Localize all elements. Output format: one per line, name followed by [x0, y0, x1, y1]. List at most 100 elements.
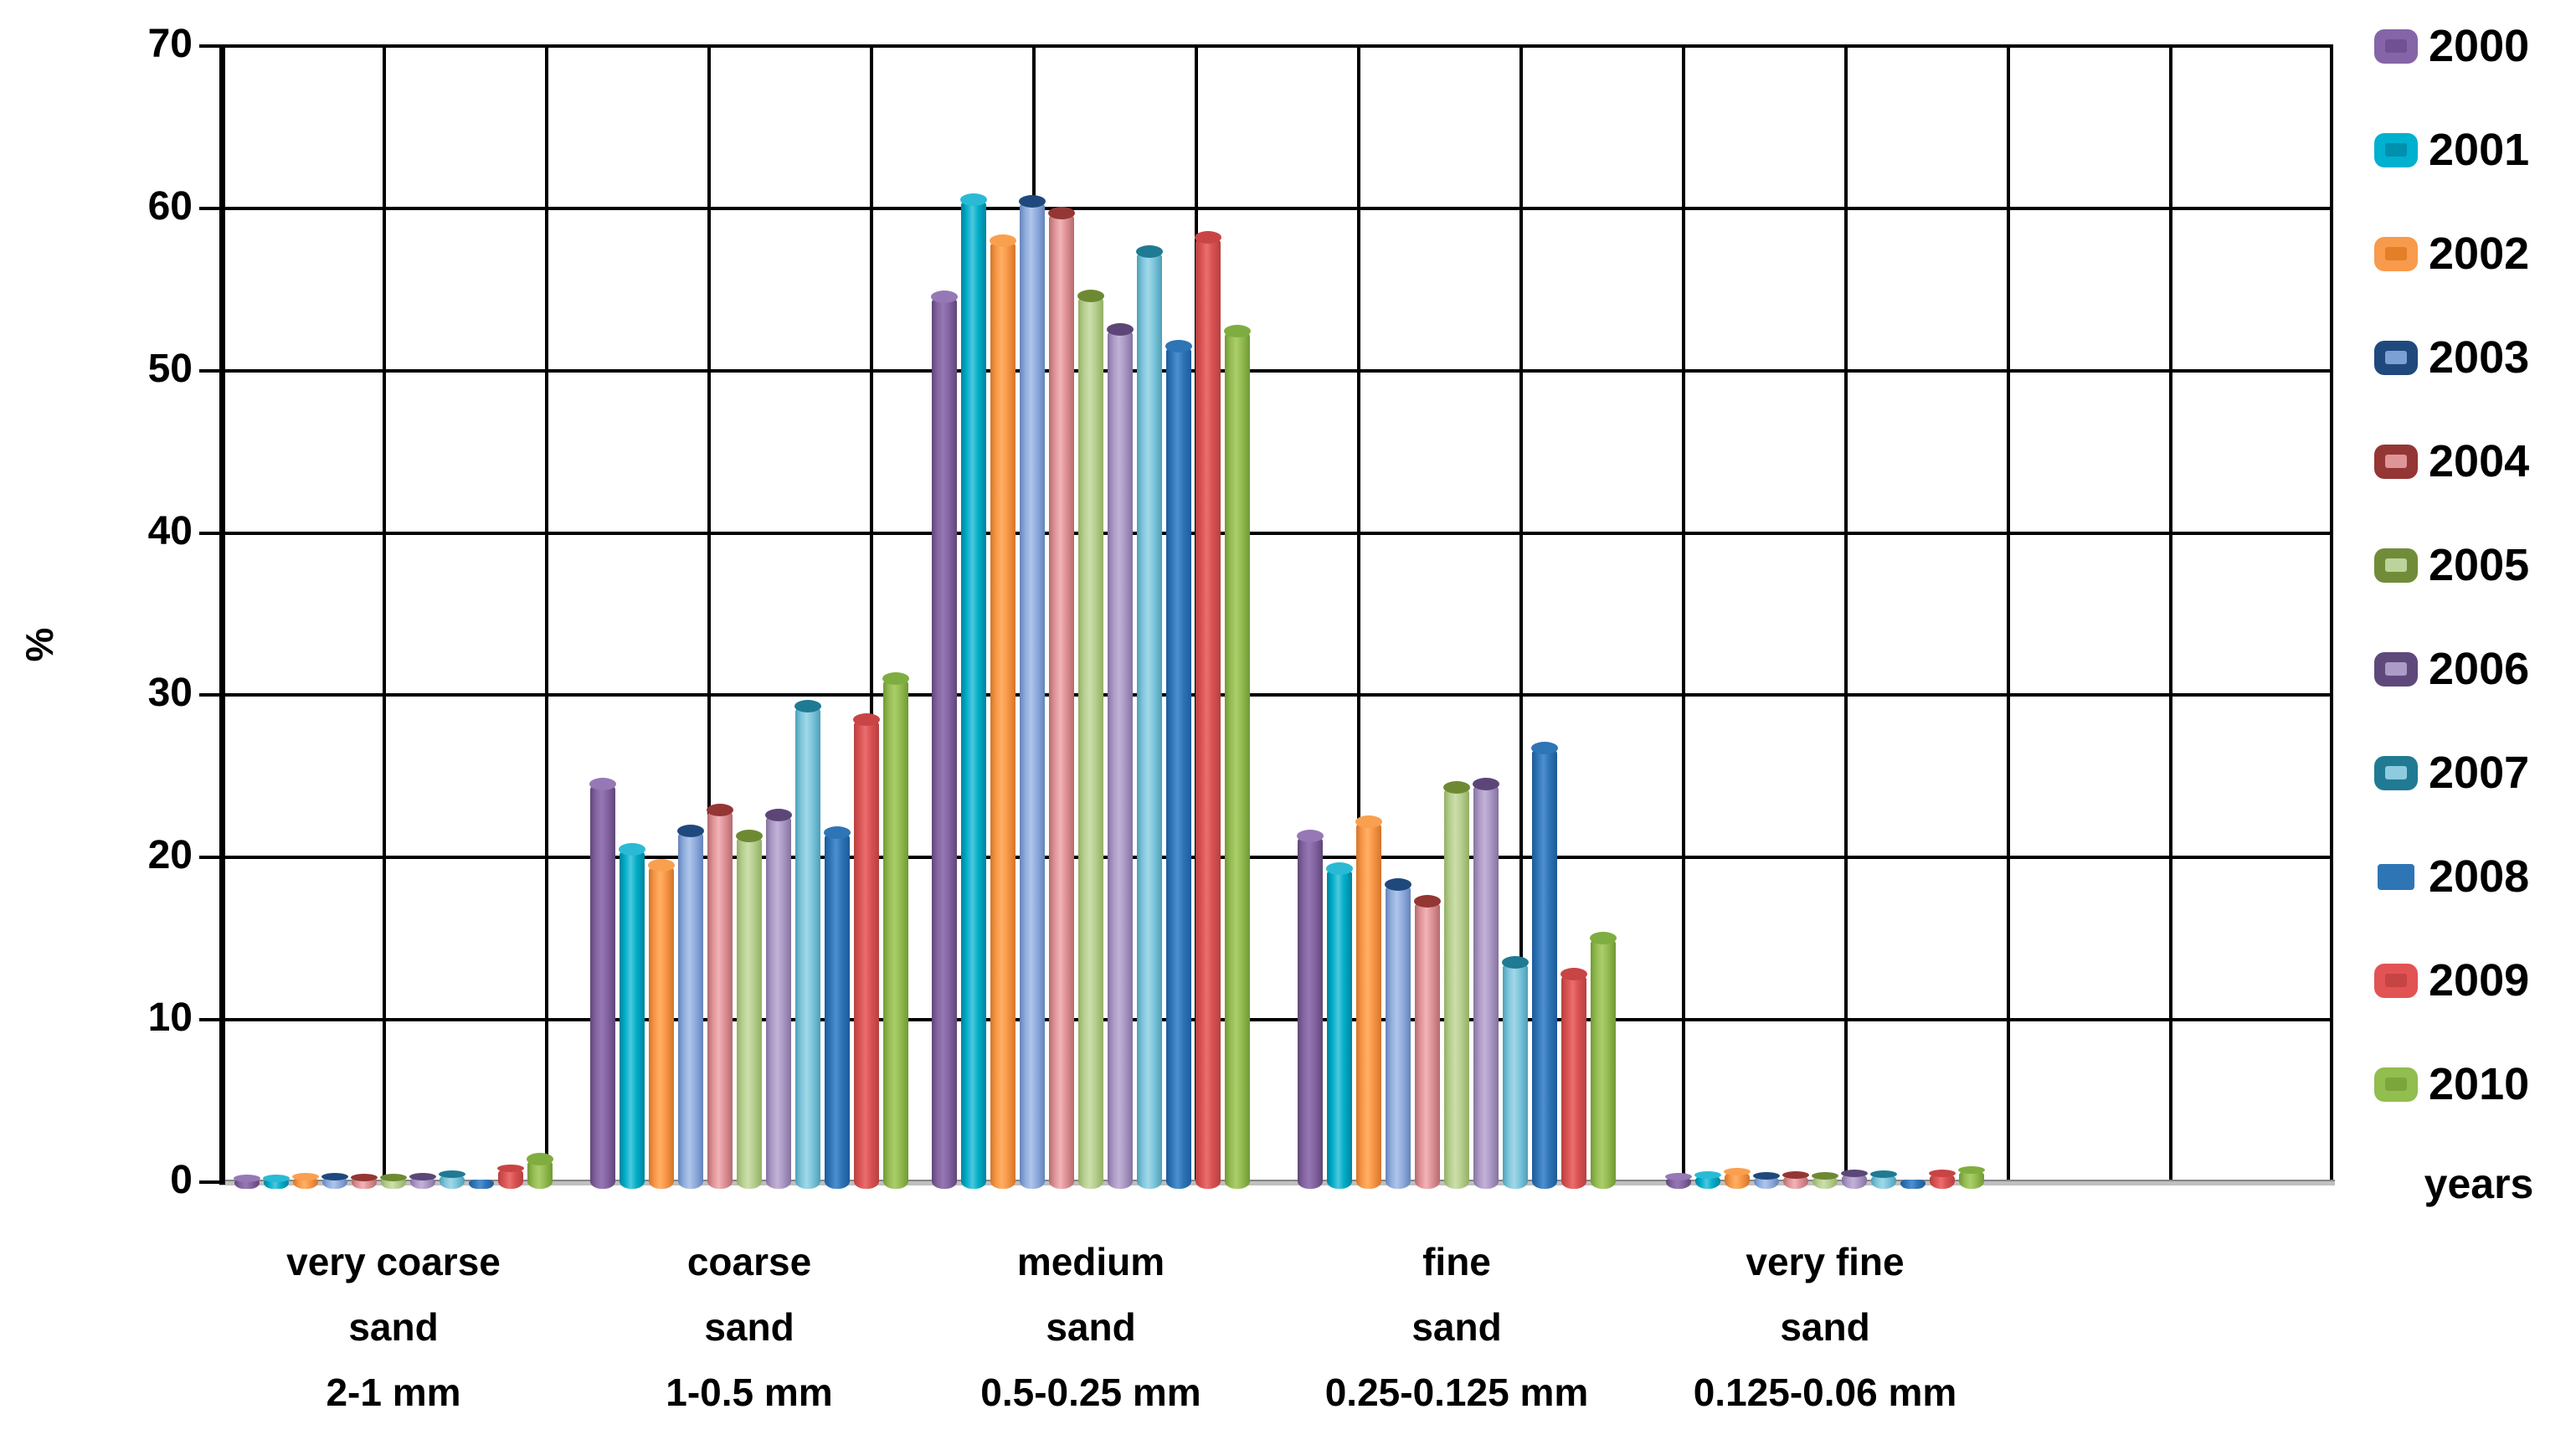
- bar-cap: [677, 825, 704, 837]
- bar-2009-category-2: [853, 713, 880, 1189]
- gridline-horizontal: [222, 1018, 2333, 1021]
- bar-2003-category-3: [1019, 195, 1046, 1189]
- bar-cap: [263, 1175, 290, 1182]
- bar-cap: [1694, 1171, 1721, 1179]
- legend-label-2004: 2004: [2429, 436, 2530, 486]
- bar-2004-category-5: [1782, 1171, 1809, 1189]
- gridline-vertical: [2330, 46, 2333, 1182]
- bar-2002-category-4: [1355, 815, 1382, 1189]
- y-tick-label: 70: [147, 22, 193, 66]
- legend-label-2002: 2002: [2429, 229, 2530, 279]
- y-axis-line: [219, 44, 225, 1185]
- bar-2003-category-4: [1385, 878, 1411, 1189]
- bar-group-1: [234, 46, 553, 1189]
- bar-cap: [1782, 1171, 1809, 1179]
- bar-cap: [1107, 323, 1134, 336]
- bar-2004-category-1: [351, 1174, 378, 1189]
- bar-2001-category-3: [960, 193, 987, 1189]
- bar-2005-category-1: [380, 1174, 407, 1189]
- y-tick: [199, 44, 222, 48]
- bar-cap: [619, 843, 645, 856]
- bar-cap: [497, 1165, 524, 1172]
- y-tick: [199, 856, 222, 859]
- bar-cap: [648, 859, 675, 872]
- bar-cap: [765, 809, 792, 821]
- bar-2008-category-4: [1531, 742, 1558, 1189]
- bar-cap: [1724, 1168, 1751, 1175]
- bar-cap: [960, 193, 987, 206]
- legend-label-2009: 2009: [2429, 955, 2530, 1005]
- bar-cap: [351, 1174, 378, 1181]
- legend-swatch-inner: [2385, 1077, 2407, 1091]
- bar-cap: [794, 700, 821, 712]
- gridline-vertical: [1844, 46, 1848, 1182]
- bar-2001-category-2: [619, 843, 645, 1189]
- legend-swatch-2005: [2374, 548, 2418, 583]
- gridline-horizontal: [222, 856, 2333, 859]
- bar-cap: [409, 1173, 436, 1180]
- legend-swatch-inner: [2385, 766, 2407, 779]
- bar-cap: [824, 826, 851, 839]
- category-label-5: very fine sand 0.125-0.06 mm: [1693, 1240, 1957, 1414]
- bar-2010-category-1: [527, 1153, 553, 1189]
- gridline-vertical: [707, 46, 711, 1182]
- bar-cap: [1812, 1172, 1838, 1180]
- legend-label-2008: 2008: [2429, 851, 2530, 902]
- bar-cap: [1297, 830, 1324, 842]
- bar-2005-category-4: [1443, 781, 1470, 1189]
- bar-cap: [1136, 245, 1163, 258]
- legend-item-2000: 2000: [2374, 20, 2529, 72]
- y-tick: [199, 693, 222, 697]
- bar-cap: [1048, 207, 1075, 219]
- bar-2003-category-5: [1753, 1172, 1780, 1189]
- bar-cap: [1929, 1170, 1956, 1177]
- bar-2004-category-3: [1048, 207, 1075, 1189]
- y-tick-label: 40: [147, 509, 193, 553]
- bar-cap: [380, 1174, 407, 1181]
- legend-item-2009: 2009: [2374, 954, 2529, 1006]
- y-tick: [199, 1018, 222, 1021]
- gridline-vertical: [383, 46, 386, 1182]
- legend-swatch-inner: [2385, 143, 2407, 157]
- gridline-vertical: [1357, 46, 1360, 1182]
- gridline-vertical: [1519, 46, 1523, 1182]
- category-label-4: fine sand 0.25-0.125 mm: [1324, 1240, 1589, 1414]
- bar-2002-category-2: [648, 859, 675, 1189]
- bar-cap: [1355, 815, 1382, 828]
- y-tick-label: 50: [147, 347, 193, 391]
- legend-swatch-2007: [2374, 755, 2418, 790]
- legend-swatch-inner: [2385, 662, 2407, 676]
- bar-2010-category-5: [1958, 1166, 1985, 1189]
- bar-2007-category-3: [1136, 245, 1163, 1189]
- y-tick: [199, 532, 222, 535]
- bar-cap: [439, 1170, 465, 1178]
- bar-cap: [1753, 1172, 1780, 1180]
- legend-swatch-2002: [2374, 236, 2418, 271]
- gridline-vertical: [2007, 46, 2010, 1182]
- legend-swatch-2000: [2374, 28, 2418, 64]
- bar-cap: [1502, 956, 1529, 969]
- bar-cap: [1473, 778, 1499, 790]
- category-label-1: very coarse sand 2-1 mm: [286, 1240, 501, 1414]
- bar-2006-category-4: [1473, 778, 1499, 1189]
- bar-2002-category-3: [990, 234, 1016, 1189]
- legend-swatch-2004: [2374, 444, 2418, 479]
- bar-cap: [1443, 781, 1470, 794]
- bar-2009-category-4: [1561, 968, 1587, 1189]
- legend-swatch-inner: [2385, 39, 2407, 53]
- bar-cap: [1326, 862, 1353, 875]
- bar-group-4: [1297, 46, 1617, 1189]
- bar-2003-category-1: [321, 1173, 348, 1189]
- bar-2000-category-3: [931, 291, 958, 1189]
- bar-2008-category-2: [824, 826, 851, 1189]
- plot-area: [199, 44, 2335, 1189]
- bar-cap: [1019, 195, 1046, 208]
- legend-item-2005: 2005: [2374, 539, 2529, 591]
- legend-label-2006: 2006: [2429, 644, 2530, 694]
- y-tick-label: 30: [147, 671, 193, 715]
- x-axis-line: [219, 1180, 2335, 1185]
- bar-cap: [1195, 231, 1221, 244]
- bar-cap: [589, 778, 616, 790]
- bar-2005-category-5: [1812, 1172, 1838, 1189]
- bar-2003-category-2: [677, 825, 704, 1189]
